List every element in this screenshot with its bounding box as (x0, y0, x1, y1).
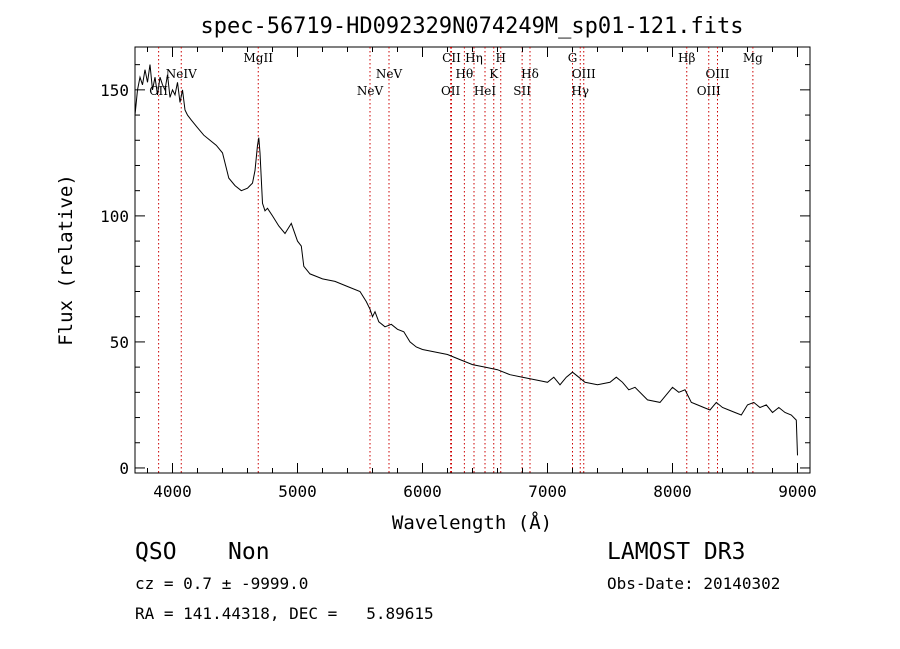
line-label: SII (513, 84, 531, 98)
line-label: Hβ (678, 51, 695, 65)
redshift-readout: cz = 0.7 ± -9999.0 (135, 574, 309, 593)
line-label: Hη (465, 51, 483, 65)
line-label: OIII (705, 67, 729, 81)
y-axis-ticks: 0 50 100 150 (100, 64, 810, 478)
line-label: H (496, 51, 506, 65)
line-label: HeI (474, 84, 497, 98)
line-label: Hγ (571, 84, 589, 98)
x-tick-label: 9000 (778, 482, 817, 501)
line-label: NeV (376, 67, 403, 81)
line-label: NeV (357, 84, 384, 98)
y-tick-label: 0 (119, 459, 129, 478)
line-label: OIII (572, 67, 596, 81)
obs-date: Obs-Date: 20140302 (607, 574, 781, 593)
line-label: OIII (697, 84, 721, 98)
line-label: CII (442, 51, 461, 65)
line-label: K (489, 67, 499, 81)
y-tick-label: 150 (100, 81, 129, 100)
y-axis-label: Flux (relative) (55, 174, 77, 346)
line-label: MgII (244, 51, 274, 65)
x-tick-label: 7000 (528, 482, 567, 501)
emission-line-markers (158, 47, 754, 473)
spectrum-line (134, 64, 798, 456)
coordinates: RA = 141.44318, DEC = 5.89615 (135, 604, 434, 623)
line-label: OII (441, 84, 461, 98)
y-tick-label: 100 (100, 207, 129, 226)
line-label: Hδ (521, 67, 539, 81)
y-tick-label: 50 (110, 333, 129, 352)
chart-title: spec-56719-HD092329N074249M_sp01-121.fit… (200, 14, 743, 39)
survey-name: LAMOST DR3 (607, 539, 746, 565)
line-label: NeIV (166, 67, 197, 81)
x-tick-label: 6000 (403, 482, 442, 501)
line-label: G (568, 51, 578, 65)
emission-line-labels: CIINeIVMgIINeVNeVOIICIIHθHηHeIKHSIIHδGHγ… (149, 51, 763, 98)
x-axis-ticks: 4000 5000 6000 7000 8000 9000 (147, 47, 817, 501)
x-tick-label: 4000 (153, 482, 192, 501)
x-tick-label: 5000 (278, 482, 317, 501)
line-label: Hθ (456, 67, 474, 81)
line-label: Mg (743, 51, 763, 65)
object-subclass: Non (228, 539, 270, 565)
x-axis-label: Wavelength (Å) (392, 511, 552, 534)
x-tick-label: 8000 (653, 482, 692, 501)
object-class: QSO (135, 539, 177, 565)
